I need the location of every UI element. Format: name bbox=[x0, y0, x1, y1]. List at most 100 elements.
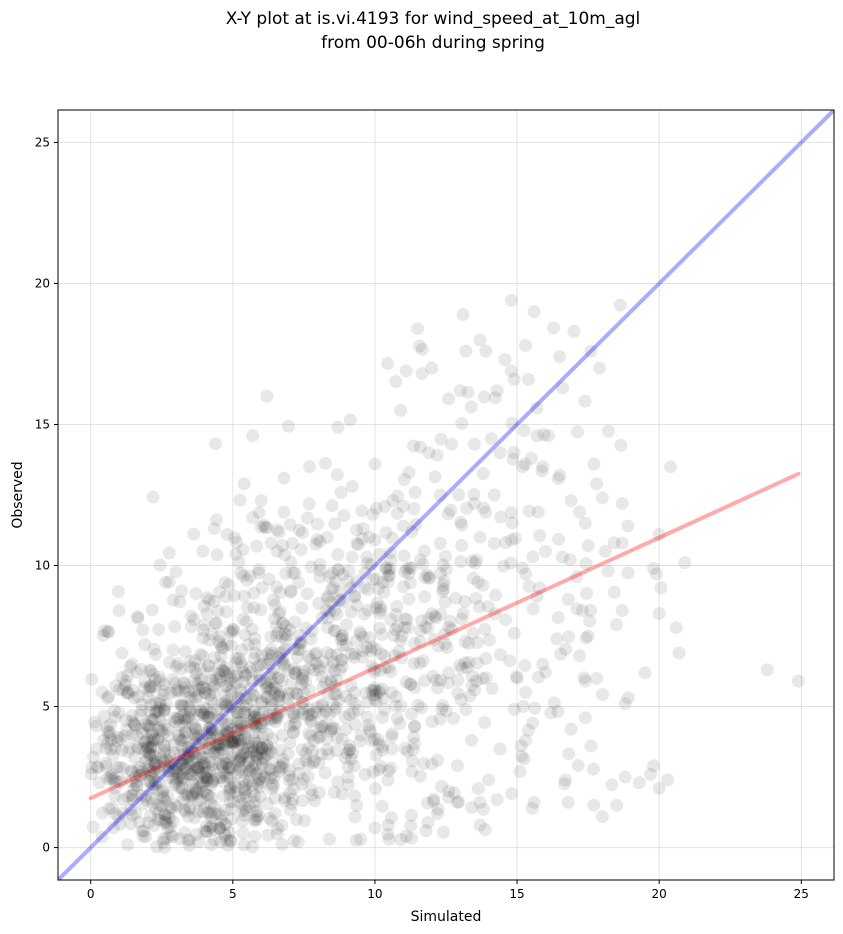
data-point bbox=[526, 550, 539, 563]
data-point bbox=[387, 629, 400, 642]
data-point bbox=[358, 768, 371, 781]
data-point bbox=[472, 782, 485, 795]
y-tick-label: 10 bbox=[35, 559, 50, 573]
data-point bbox=[152, 623, 165, 636]
data-point bbox=[217, 775, 230, 788]
data-point bbox=[431, 449, 444, 462]
data-point bbox=[335, 486, 348, 499]
data-point bbox=[422, 622, 435, 635]
data-point bbox=[252, 563, 265, 576]
data-point bbox=[228, 531, 241, 544]
data-point bbox=[465, 400, 478, 413]
data-point bbox=[518, 424, 531, 437]
data-point bbox=[139, 756, 152, 769]
data-point bbox=[225, 803, 238, 816]
data-point bbox=[552, 533, 565, 546]
data-point bbox=[117, 762, 130, 775]
data-point bbox=[346, 551, 359, 564]
data-point bbox=[368, 821, 381, 834]
data-point bbox=[565, 494, 578, 507]
data-point bbox=[189, 587, 202, 600]
data-point bbox=[211, 548, 224, 561]
data-point bbox=[369, 533, 382, 546]
data-point bbox=[150, 840, 163, 853]
data-point bbox=[295, 601, 308, 614]
data-point bbox=[583, 614, 596, 627]
data-point bbox=[416, 367, 429, 380]
data-point bbox=[283, 736, 296, 749]
data-point bbox=[196, 649, 209, 662]
x-tick-label: 15 bbox=[509, 887, 524, 901]
data-point bbox=[85, 673, 98, 686]
data-point bbox=[215, 641, 228, 654]
data-point bbox=[523, 505, 536, 518]
data-point bbox=[272, 526, 285, 539]
data-point bbox=[414, 770, 427, 783]
data-point bbox=[344, 413, 357, 426]
data-point bbox=[381, 357, 394, 370]
data-point bbox=[361, 583, 374, 596]
data-point bbox=[654, 581, 667, 594]
data-point bbox=[197, 632, 210, 645]
data-point bbox=[400, 563, 413, 576]
data-point bbox=[516, 561, 529, 574]
data-point bbox=[504, 556, 517, 569]
data-point bbox=[354, 628, 367, 641]
data-point bbox=[661, 773, 674, 786]
data-point bbox=[348, 789, 361, 802]
data-point bbox=[309, 538, 322, 551]
data-point bbox=[312, 757, 325, 770]
data-point bbox=[376, 800, 389, 813]
data-point bbox=[488, 488, 501, 501]
data-point bbox=[593, 362, 606, 375]
data-point bbox=[154, 559, 167, 572]
data-point bbox=[508, 627, 521, 640]
data-point bbox=[246, 740, 259, 753]
data-point bbox=[465, 734, 478, 747]
y-tick-label: 25 bbox=[35, 135, 50, 149]
data-point bbox=[590, 477, 603, 490]
data-point bbox=[390, 600, 403, 613]
data-point bbox=[573, 505, 586, 518]
data-point bbox=[550, 632, 563, 645]
data-point bbox=[596, 810, 609, 823]
data-point bbox=[385, 686, 398, 699]
data-point bbox=[605, 778, 618, 791]
data-point bbox=[350, 599, 363, 612]
data-point bbox=[232, 556, 245, 569]
data-point bbox=[369, 782, 382, 795]
data-point bbox=[523, 580, 536, 593]
data-point bbox=[276, 539, 289, 552]
data-point bbox=[115, 744, 128, 757]
data-point bbox=[527, 602, 540, 615]
data-point bbox=[402, 593, 415, 606]
data-point bbox=[323, 833, 336, 846]
data-point bbox=[567, 325, 580, 338]
data-point bbox=[425, 758, 438, 771]
data-point bbox=[149, 648, 162, 661]
data-point bbox=[201, 607, 214, 620]
data-point bbox=[478, 716, 491, 729]
data-point bbox=[333, 664, 346, 677]
data-point bbox=[435, 433, 448, 446]
data-point bbox=[407, 439, 420, 452]
data-point bbox=[418, 590, 431, 603]
data-point bbox=[558, 777, 571, 790]
data-point bbox=[162, 810, 175, 823]
data-point bbox=[418, 545, 431, 558]
data-point bbox=[342, 771, 355, 784]
data-point bbox=[301, 587, 314, 600]
data-point bbox=[155, 724, 168, 737]
data-point bbox=[153, 674, 166, 687]
data-point bbox=[288, 616, 301, 629]
data-point bbox=[552, 472, 565, 485]
data-point bbox=[113, 604, 126, 617]
data-point bbox=[608, 586, 621, 599]
data-point bbox=[477, 501, 490, 514]
data-point bbox=[408, 502, 421, 515]
data-point bbox=[284, 518, 297, 531]
data-point bbox=[559, 643, 572, 656]
data-point bbox=[452, 488, 465, 501]
data-point bbox=[469, 557, 482, 570]
data-point bbox=[313, 660, 326, 673]
